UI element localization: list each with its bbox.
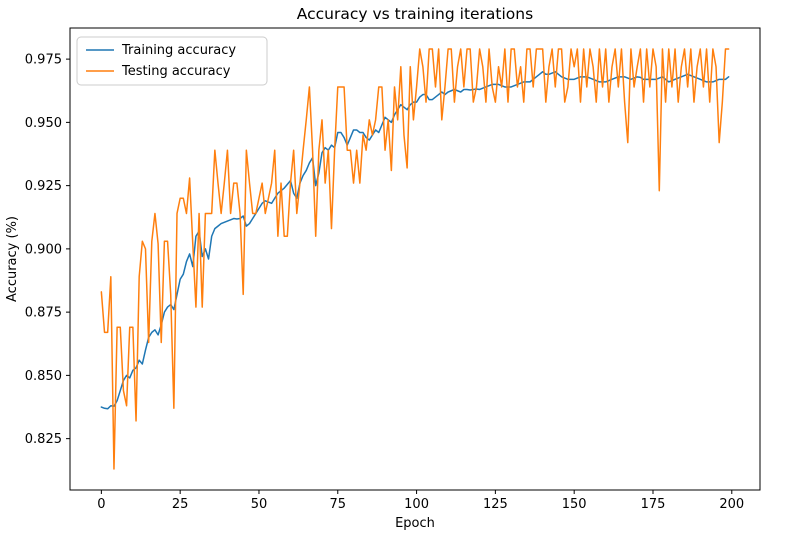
y-tick-label: 0.975 [25, 53, 62, 68]
y-axis-label: Accuracy (%) [5, 216, 20, 302]
legend-label-testing: Testing accuracy [121, 64, 231, 79]
legend-label-training: Training accuracy [121, 43, 236, 58]
legend-item-training: Training accuracy [86, 43, 236, 58]
y-tick-label: 0.875 [25, 306, 62, 321]
legend-box [76, 36, 268, 86]
legend: Training accuracy Testing accuracy [76, 36, 268, 86]
y-tick-label: 0.900 [25, 242, 62, 257]
x-tick-label: 75 [329, 497, 346, 512]
y-tick-label: 0.850 [25, 369, 62, 384]
x-tick-label: 100 [404, 497, 429, 512]
data-lines [100, 48, 730, 470]
x-axis-label: Epoch [395, 516, 435, 531]
x-tick-label: 175 [641, 497, 666, 512]
x-axis: 0 25 50 75 100 125 150 175 200 [97, 490, 744, 512]
chart-title: Accuracy vs training iterations [297, 5, 533, 23]
x-tick-label: 25 [172, 497, 189, 512]
y-tick-label: 0.950 [25, 116, 62, 131]
legend-item-testing: Testing accuracy [86, 64, 231, 79]
x-tick-label: 0 [97, 497, 105, 512]
plot-area-border [69, 27, 761, 491]
x-tick-label: 125 [483, 497, 508, 512]
x-tick-label: 150 [562, 497, 587, 512]
x-tick-label: 200 [719, 497, 744, 512]
y-axis: 0.825 0.850 0.875 0.900 0.925 0.950 0.975 [25, 53, 70, 447]
y-tick-label: 0.825 [25, 432, 62, 447]
training-accuracy-line [100, 71, 730, 410]
testing-accuracy-line [100, 48, 730, 470]
x-tick-label: 50 [251, 497, 268, 512]
y-tick-label: 0.925 [25, 179, 62, 194]
